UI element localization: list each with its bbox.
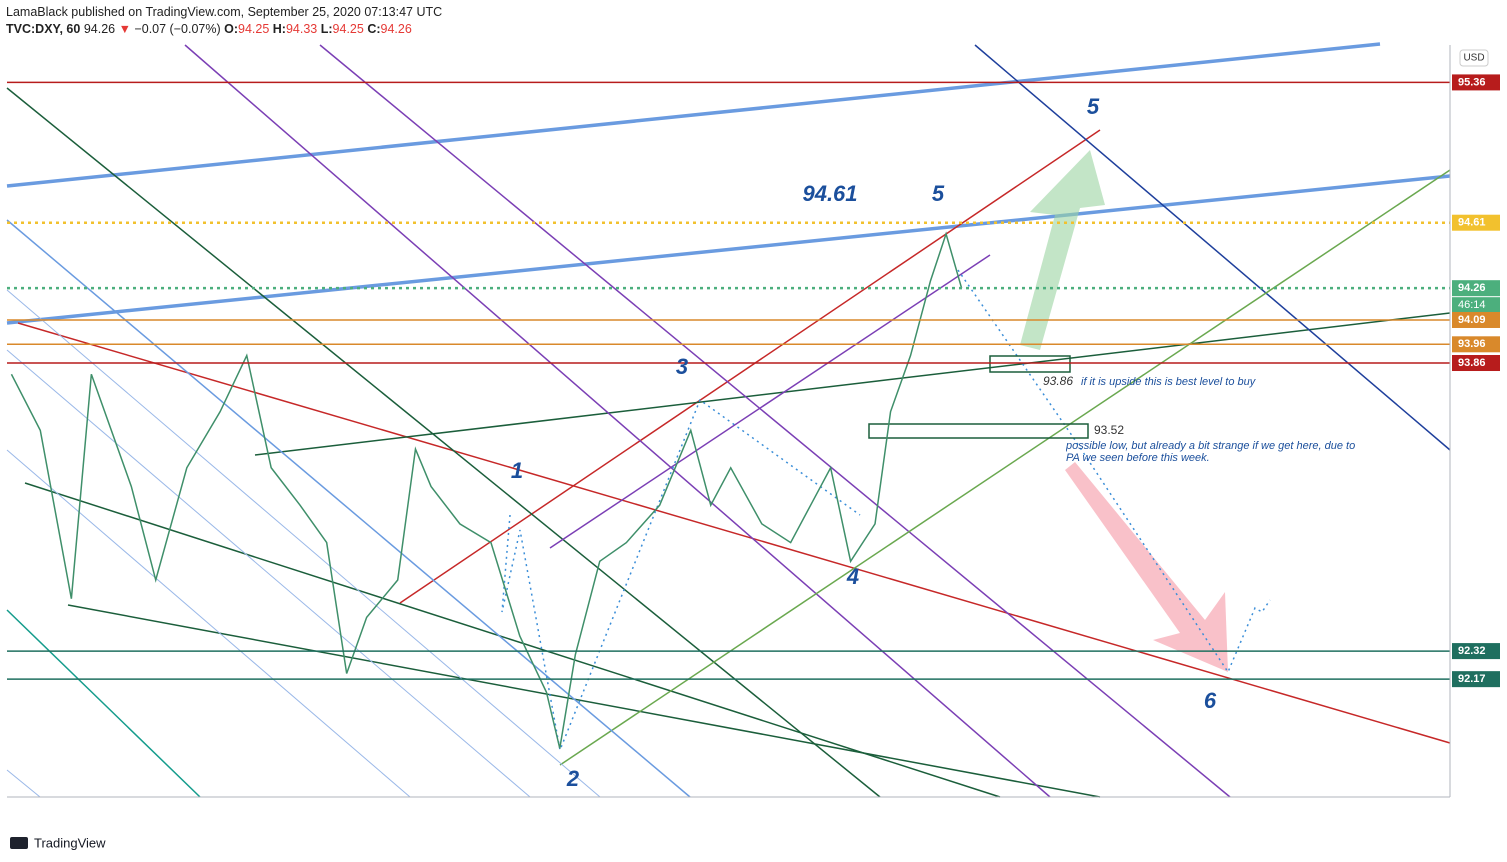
axis: 95.36 94.61 94.26 46:14 94.09 93.96 93.86 92.32… [1452, 74, 1500, 688]
trend-line [6, 289, 601, 798]
price-tag-label: 93.96 [1458, 338, 1486, 350]
trend-line [254, 312, 1451, 456]
trend-line [549, 254, 991, 549]
trend-line [24, 482, 1001, 798]
trend-line [6, 174, 1451, 325]
zone-box [989, 355, 1071, 373]
price-tag [1452, 74, 1500, 91]
trend-line [6, 42, 1381, 188]
wave-label: 3 [676, 354, 688, 379]
wave-label: 6 [1204, 688, 1217, 713]
change: −0.07 (−0.07%) [134, 22, 221, 36]
countdown-tag [1452, 297, 1500, 314]
countdown: 46:14 [1458, 299, 1486, 311]
logo [10, 837, 28, 849]
price-tag [1452, 311, 1500, 328]
arrow-up [1020, 150, 1105, 350]
arrow-down [1065, 462, 1228, 672]
price-tag-label: 92.17 [1458, 673, 1486, 685]
c: 94.26 [380, 22, 412, 36]
wave-label: 5 [932, 181, 945, 206]
price-tag-label: 95.36 [1458, 76, 1486, 88]
c-label: C: [367, 22, 381, 36]
price-tag [1452, 336, 1500, 353]
price-tag [1452, 280, 1500, 297]
annotation: 94.61 [802, 181, 857, 206]
drawings [6, 42, 1451, 798]
trend-line [6, 769, 41, 798]
arrow: ▼ [118, 22, 131, 36]
currency: USD [1463, 53, 1484, 64]
trend-line [6, 609, 201, 798]
projection [501, 398, 861, 753]
brand: TradingView [34, 835, 106, 850]
currency-box [1459, 49, 1489, 67]
last: 94.26 [83, 22, 116, 36]
price-tag [1452, 671, 1500, 688]
annotation: 93.52 [1094, 423, 1124, 437]
annotation-box: possible low, but already a bit strange … [1066, 440, 1356, 464]
price-tag-label: 92.32 [1458, 645, 1486, 657]
trend-line [184, 44, 1051, 798]
price-tag-label: 93.86 [1458, 357, 1486, 369]
trend-line [17, 322, 1451, 744]
l: 94.25 [332, 22, 364, 36]
price-tag-label: 94.26 [1458, 282, 1486, 294]
annotation: 93.86 [1043, 374, 1073, 388]
h-label: H: [272, 22, 286, 36]
wave-label: 5 [1087, 94, 1100, 119]
h: 94.33 [285, 22, 318, 36]
annotation: if it is upside this is best level to bu… [1081, 376, 1257, 388]
trend-line [974, 44, 1451, 451]
price-line [10, 231, 963, 749]
o: 94.25 [238, 22, 270, 36]
l-label: L: [320, 22, 333, 36]
footer [0, 827, 1507, 862]
price-tag [1452, 214, 1500, 231]
price-tag-label: 94.61 [1458, 217, 1486, 229]
zone-box [868, 423, 1089, 439]
symbol: TVC:DXY, 60 [6, 22, 81, 36]
annotation: possible low, but already a bit strange … [1066, 440, 1356, 464]
trend-line [6, 87, 881, 798]
ohlc-row: TVC:DXY, 60 94.26 ▼ −0.07 (−0.07%) O:94.… [6, 22, 412, 36]
plot [7, 81, 1450, 749]
price-tag [1452, 355, 1500, 372]
trend-line [6, 219, 691, 798]
trend-line [399, 129, 1101, 604]
o-label: O: [224, 22, 238, 36]
trend-line [319, 44, 1231, 798]
trend-line [67, 604, 1101, 798]
trend-line [559, 169, 1451, 766]
price-tag-label: 94.09 [1458, 314, 1486, 326]
wave-label: 4 [846, 564, 859, 589]
wave-label: 1 [511, 458, 523, 483]
wave-label: 2 [566, 766, 580, 791]
projection [957, 269, 1271, 674]
byline: LamaBlack published on TradingView.com, … [6, 5, 443, 19]
trend-line [6, 349, 531, 798]
trend-line [6, 449, 411, 798]
price-tag [1452, 643, 1500, 660]
